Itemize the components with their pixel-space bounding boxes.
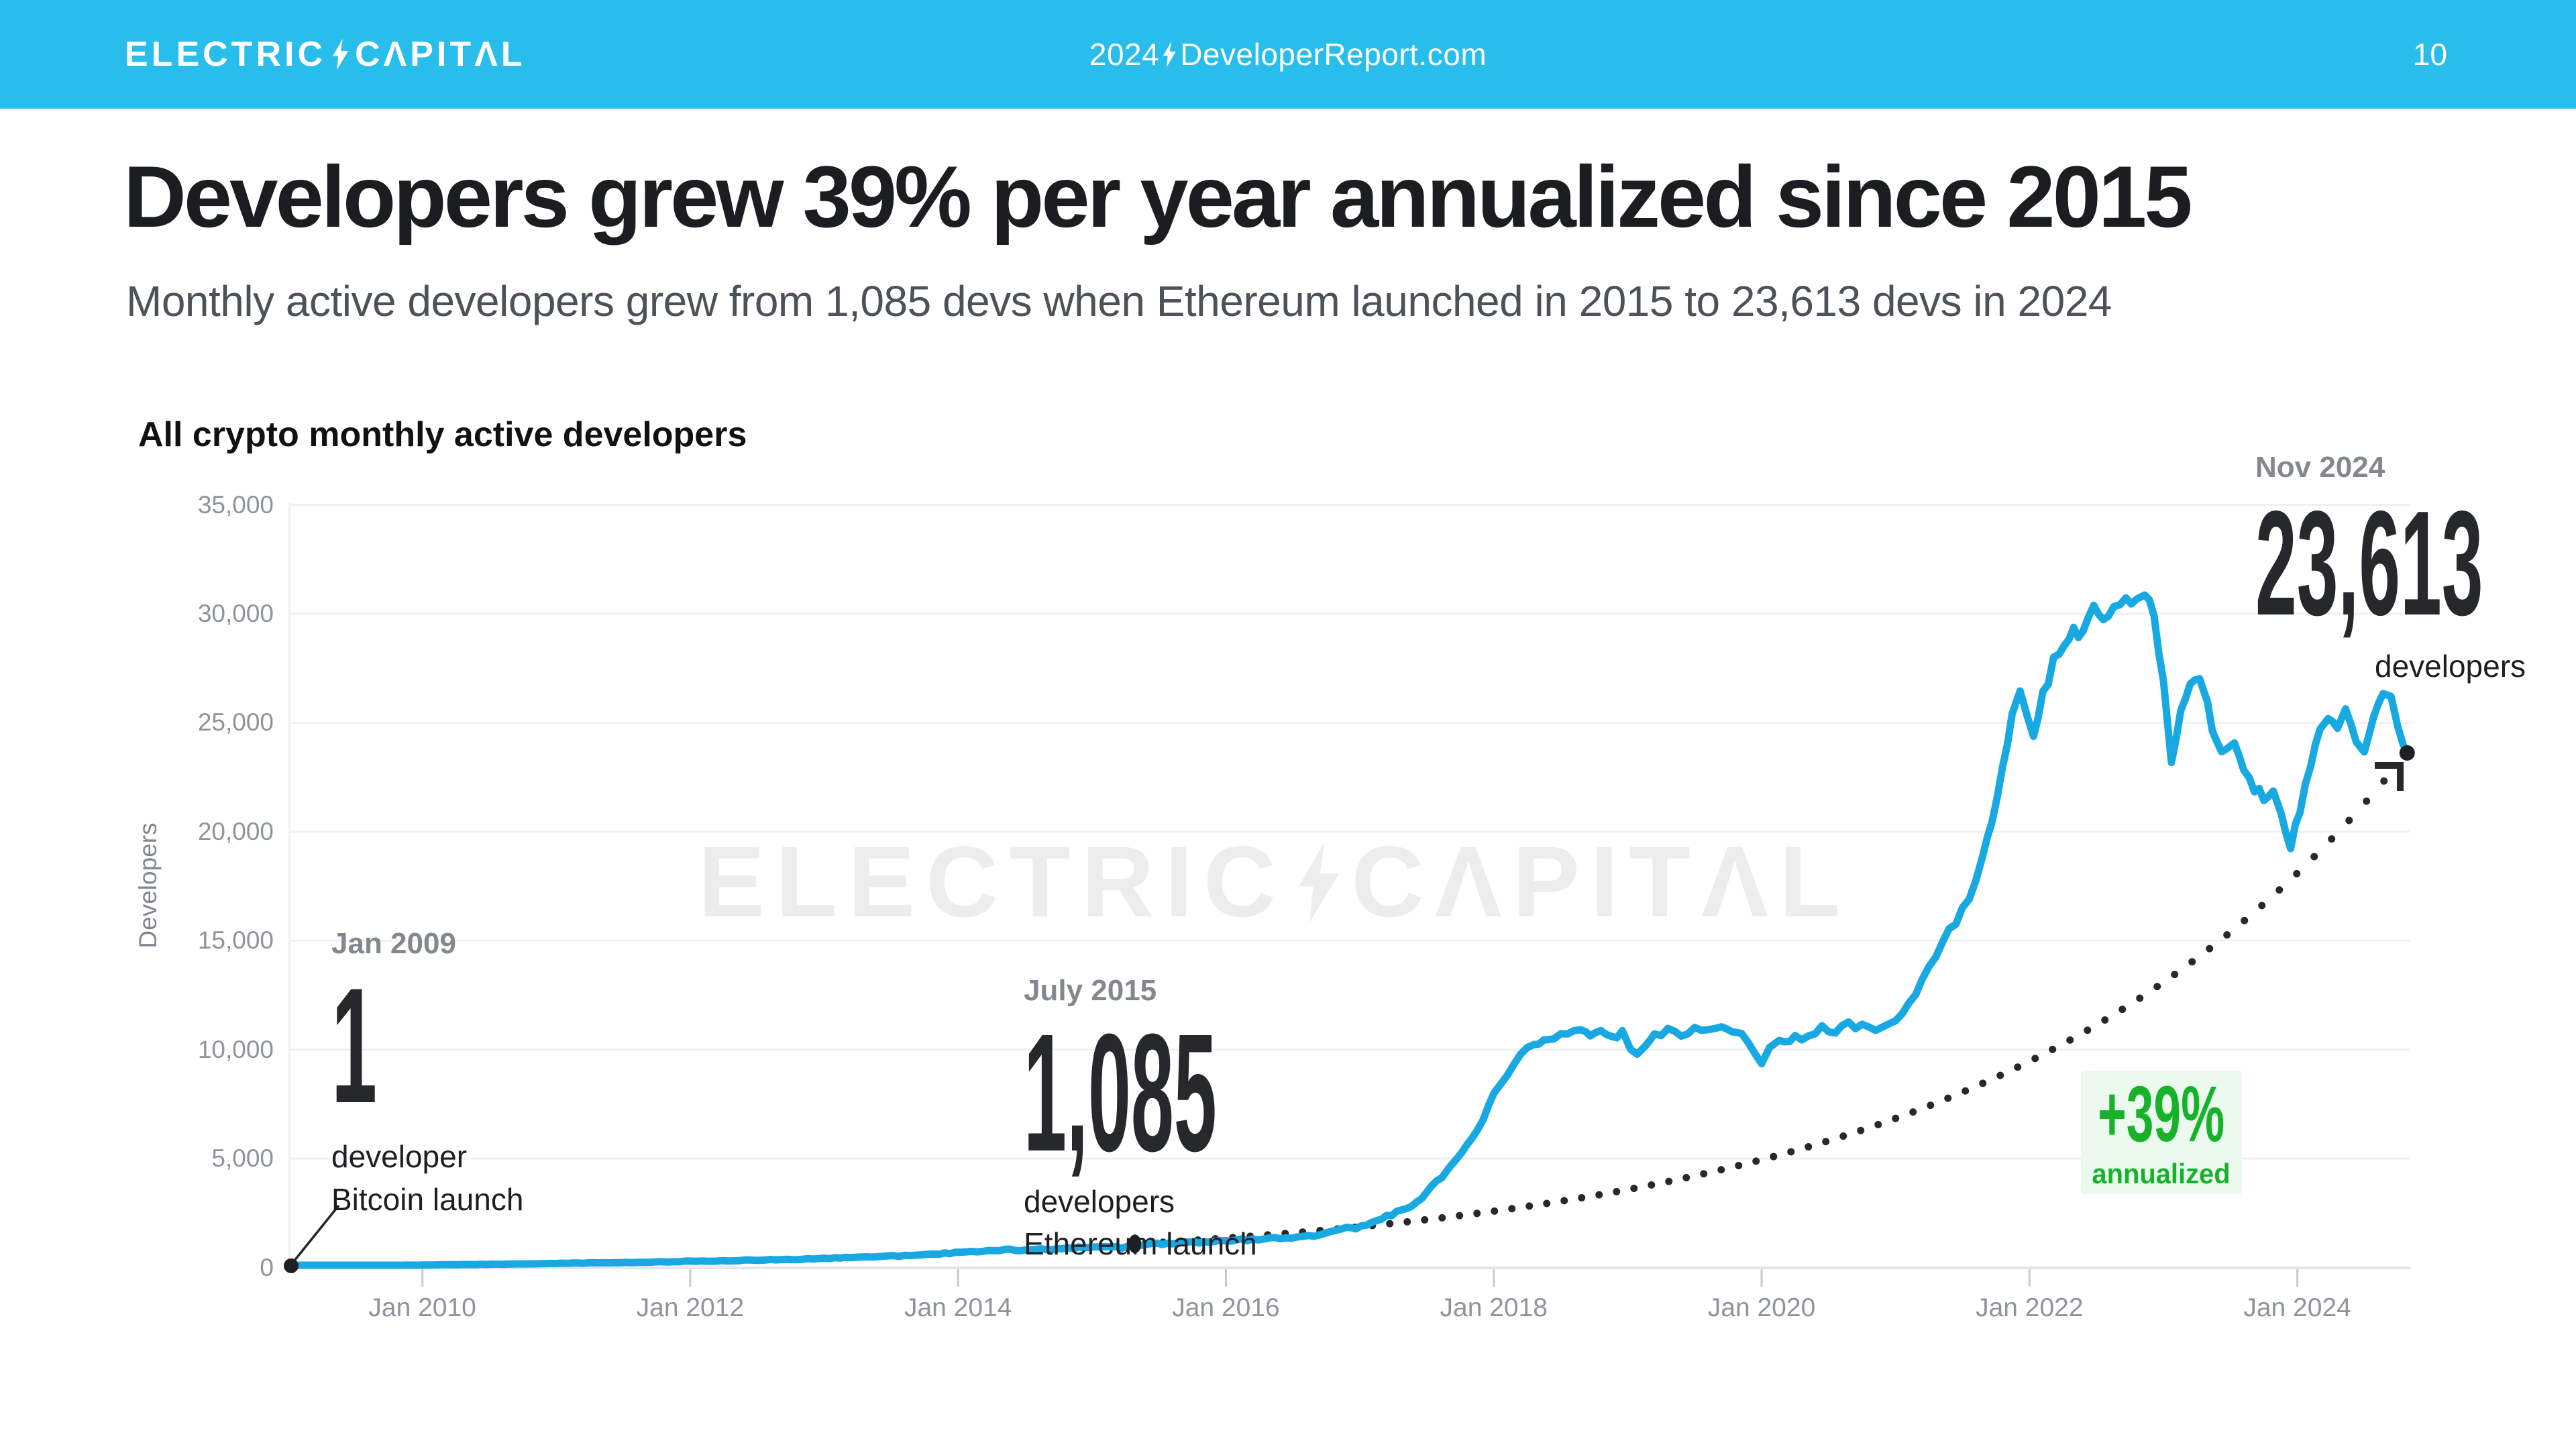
report-year: 2024	[1089, 37, 1160, 72]
annotation-bitcoin-launch: Jan 2009 1 developer Bitcoin launch	[331, 927, 523, 1221]
electric-capital-logo: ELECTRIC CΛPITΛL	[125, 0, 526, 109]
annotation-date: Nov 2024	[2255, 451, 2385, 484]
report-url: 2024 DeveloperReport.com	[1089, 0, 1487, 109]
y-tick-label: 35,000	[197, 490, 274, 519]
y-tick-label: 5,000	[211, 1144, 274, 1173]
annotation-text: developers Ethereum launch	[1024, 1181, 1444, 1266]
x-tick-label: Jan 2016	[1172, 1293, 1280, 1322]
y-tick-label: 10,000	[197, 1035, 274, 1063]
y-tick-label: 0	[260, 1253, 274, 1281]
annotation-value: 23,613	[2255, 480, 2483, 647]
growth-rate-value: +39%	[2098, 1070, 2225, 1159]
y-tick-label: 20,000	[197, 817, 274, 845]
annotation-text: developers	[2375, 649, 2526, 684]
page-subtitle: Monthly active developers grew from 1,08…	[126, 277, 2112, 325]
annotation-ethereum-launch: July 2015 1,085 developers Ethereum laun…	[1024, 974, 1444, 1266]
growth-rate-label: annualized	[2092, 1158, 2231, 1189]
annotation-line1: developer	[331, 1139, 468, 1175]
annotation-value: 1,085	[1024, 999, 1217, 1186]
chart-title: All crypto monthly active developers	[138, 415, 747, 454]
y-tick-label: 25,000	[197, 708, 274, 737]
x-tick-label: Jan 2018	[1440, 1293, 1548, 1322]
annotation-date: July 2015	[1024, 974, 1157, 1007]
y-tick-label: 30,000	[197, 599, 274, 627]
x-tick-label: Jan 2010	[368, 1293, 476, 1322]
header-bar: ELECTRIC CΛPITΛL 2024 DeveloperReport.co…	[0, 0, 2576, 109]
page-title: Developers grew 39% per year annualized …	[123, 148, 2193, 246]
report-domain: DeveloperReport.com	[1180, 37, 1487, 72]
x-tick-label: Jan 2012	[636, 1293, 745, 1322]
x-tick-label: Jan 2020	[1707, 1293, 1816, 1322]
x-tick-label: Jan 2014	[904, 1293, 1012, 1322]
logo-text-left: ELECTRIC	[125, 35, 326, 74]
annotation-line2: Ethereum launch	[1024, 1226, 1257, 1262]
page-number: 10	[2412, 37, 2447, 72]
annotation-date: Jan 2009	[331, 927, 456, 960]
y-axis-title: Developers	[134, 822, 162, 949]
annotation-text: developer Bitcoin launch	[331, 1136, 523, 1221]
x-tick-label: Jan 2024	[2243, 1293, 2351, 1322]
x-tick-label: Jan 2022	[1976, 1293, 2084, 1322]
growth-rate-badge: +39% annualized	[2081, 1071, 2242, 1194]
annotation-line2: Bitcoin launch	[331, 1181, 524, 1217]
annotation-value: 1	[331, 953, 378, 1137]
y-tick-label: 15,000	[197, 926, 274, 955]
logo-text-right: CΛPITΛL	[355, 35, 526, 74]
annotation-line1: developers	[1024, 1184, 1175, 1219]
annotation-latest-value: Nov 2024 23,613 developers	[2255, 451, 2576, 688]
